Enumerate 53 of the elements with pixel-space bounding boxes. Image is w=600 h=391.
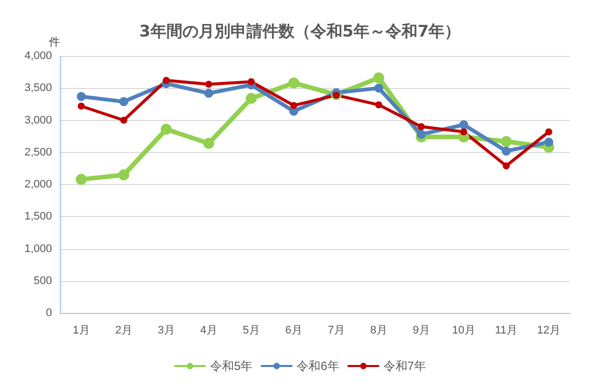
point (290, 102, 298, 109)
point (459, 120, 468, 130)
y-tick-label: 3,500 (24, 82, 52, 94)
y-tick-label: 3,000 (24, 114, 52, 126)
y-tick-label: 4,000 (24, 50, 52, 62)
y-tick-label: 2,500 (24, 146, 52, 158)
x-tick-label: 5月 (242, 324, 260, 336)
x-tick-label: 3月 (158, 324, 175, 336)
x-tick-label: 12月 (537, 324, 560, 336)
point (76, 92, 86, 101)
point (120, 116, 128, 124)
point (375, 101, 382, 108)
point (119, 97, 128, 106)
x-tick-label: 2月 (115, 324, 132, 336)
y-tick-label: 2,000 (24, 178, 52, 190)
point (76, 174, 87, 185)
point (288, 77, 300, 88)
point (502, 146, 511, 156)
point (203, 138, 214, 149)
point (78, 102, 85, 110)
point (418, 123, 425, 130)
x-tick-label: 9月 (412, 324, 430, 336)
point (118, 169, 130, 180)
legend-label: 令和6年 (296, 359, 340, 373)
point (502, 162, 510, 170)
point (460, 128, 468, 136)
y-tick-label: 1,500 (24, 210, 52, 223)
x-tick-label: 1月 (72, 324, 90, 336)
y-tick-label: 500 (34, 274, 52, 287)
x-tick-label: 7月 (328, 324, 345, 336)
x-tick-label: 6月 (285, 324, 302, 336)
point (205, 80, 212, 88)
point (500, 136, 512, 147)
point (374, 84, 384, 93)
point (162, 76, 170, 84)
chart-title: 3年間の月別申請件数（令和5年～令和7年） (139, 22, 461, 40)
point (204, 88, 214, 98)
point (373, 72, 384, 84)
y-tick-label: 1,000 (24, 242, 52, 255)
x-tick-label: 4月 (200, 324, 218, 336)
x-tick-label: 10月 (452, 324, 476, 336)
point (160, 124, 172, 135)
point (544, 138, 554, 147)
legend-label: 令和7年 (383, 359, 426, 373)
x-tick-label: 11月 (495, 324, 518, 336)
point (416, 130, 426, 139)
point (248, 78, 255, 86)
point (545, 128, 552, 136)
x-tick-label: 8月 (370, 324, 388, 336)
legend-label: 令和5年 (210, 359, 253, 373)
y-tick-label: 0 (46, 307, 52, 319)
y-axis-title: 件 (49, 36, 60, 48)
point (246, 92, 257, 104)
